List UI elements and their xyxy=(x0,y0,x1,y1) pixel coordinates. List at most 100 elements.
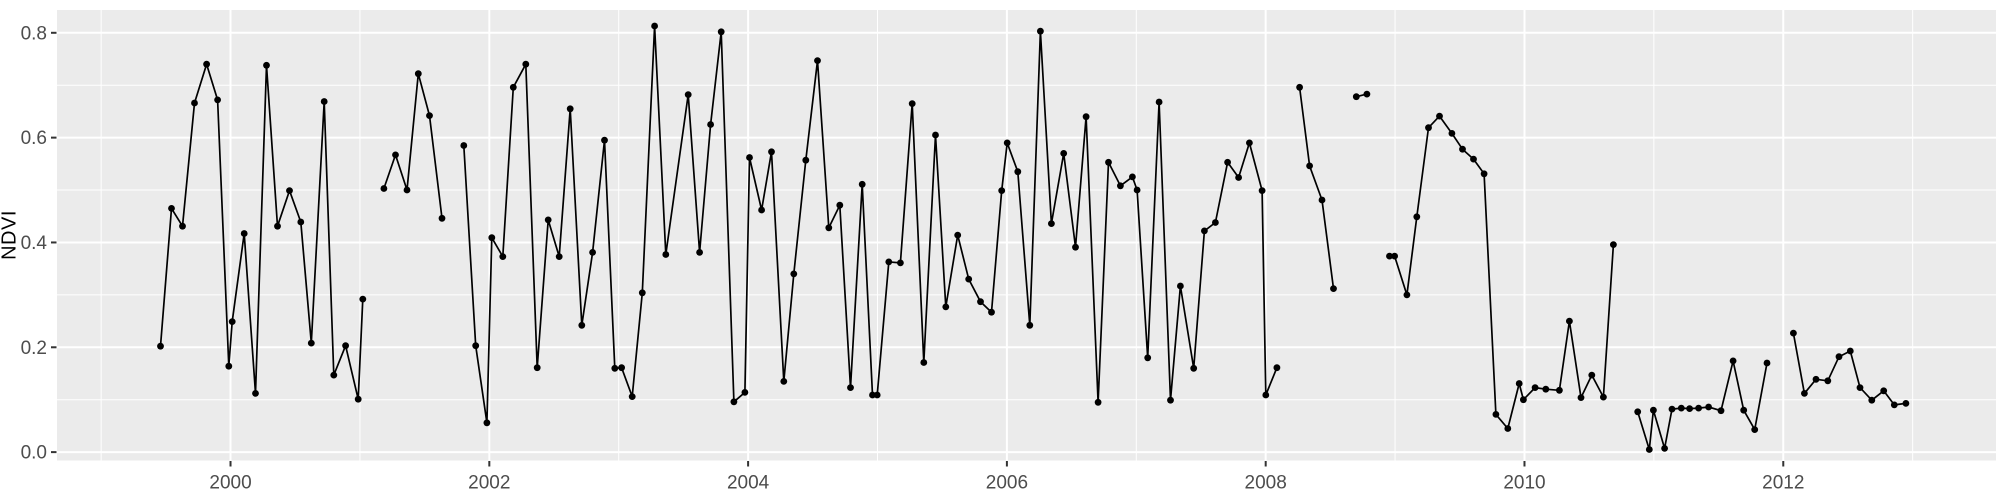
data-point xyxy=(1060,150,1068,157)
data-point xyxy=(1144,354,1152,362)
data-point xyxy=(1577,394,1585,401)
data-point xyxy=(847,384,854,391)
data-point xyxy=(330,371,338,379)
data-point xyxy=(1133,186,1141,194)
data-point xyxy=(1212,219,1219,226)
x-tick-label: 2006 xyxy=(986,473,1028,494)
data-point xyxy=(426,112,433,119)
data-point xyxy=(1246,139,1253,147)
data-point xyxy=(522,60,530,68)
series-line-segment xyxy=(1636,360,1768,451)
data-point xyxy=(1391,252,1398,260)
data-point xyxy=(746,154,753,161)
data-point xyxy=(1542,385,1550,393)
x-tick-label: 2002 xyxy=(468,473,510,494)
series-line-segment xyxy=(1388,115,1615,430)
data-point xyxy=(780,378,788,385)
data-point xyxy=(1082,113,1090,121)
data-point xyxy=(1650,406,1657,414)
data-point xyxy=(1801,390,1808,397)
data-point xyxy=(1695,404,1702,412)
data-point xyxy=(1846,347,1854,355)
data-point xyxy=(488,234,496,242)
plot-panel xyxy=(57,10,1996,461)
data-point xyxy=(274,222,281,230)
data-point xyxy=(1661,445,1668,452)
data-point xyxy=(263,61,270,69)
data-point xyxy=(1868,396,1876,404)
data-point xyxy=(1048,220,1055,228)
data-point xyxy=(1459,145,1466,153)
data-point xyxy=(873,391,881,399)
data-point xyxy=(191,99,198,107)
data-point xyxy=(1014,168,1022,176)
data-point xyxy=(932,131,939,139)
data-point xyxy=(1556,386,1563,394)
data-point xyxy=(1105,158,1112,166)
data-point xyxy=(954,231,962,239)
data-point xyxy=(1155,98,1163,106)
data-point xyxy=(988,308,995,316)
data-point xyxy=(618,364,625,372)
data-point xyxy=(977,298,984,306)
data-point xyxy=(836,201,844,209)
data-point xyxy=(790,270,798,278)
data-point xyxy=(1902,400,1910,407)
data-point xyxy=(1094,398,1102,406)
data-point xyxy=(1668,405,1676,413)
data-point xyxy=(1413,213,1421,221)
data-point xyxy=(1273,364,1281,372)
data-point xyxy=(1386,252,1393,260)
data-point xyxy=(1531,384,1539,391)
data-point xyxy=(483,419,491,427)
data-point xyxy=(1824,377,1832,385)
data-point xyxy=(168,205,175,212)
data-point xyxy=(1504,425,1512,432)
data-point xyxy=(342,342,349,350)
data-point xyxy=(1600,393,1607,401)
data-point xyxy=(1448,130,1456,137)
data-point xyxy=(1856,384,1864,391)
data-point xyxy=(499,253,507,260)
data-point xyxy=(228,318,236,325)
data-point xyxy=(1177,282,1184,290)
data-point xyxy=(1480,170,1488,178)
data-point xyxy=(1262,391,1270,399)
data-point xyxy=(1072,243,1079,251)
data-point xyxy=(601,136,608,144)
data-point xyxy=(157,342,164,350)
data-point xyxy=(662,251,670,258)
data-point xyxy=(297,218,305,226)
data-point xyxy=(1520,396,1527,404)
data-point xyxy=(1763,359,1771,367)
data-point xyxy=(566,105,574,113)
data-point xyxy=(1751,426,1759,433)
data-point xyxy=(1835,353,1843,361)
data-point xyxy=(1235,174,1242,181)
data-point xyxy=(611,364,619,372)
data-point xyxy=(638,289,646,297)
data-point xyxy=(1890,401,1898,409)
data-point xyxy=(858,180,866,188)
data-point xyxy=(684,91,692,98)
data-point xyxy=(1515,380,1523,387)
data-point xyxy=(1330,285,1337,292)
data-point xyxy=(252,390,259,397)
data-point xyxy=(1880,387,1888,395)
data-point xyxy=(1224,158,1231,166)
data-point xyxy=(1363,90,1371,98)
data-point xyxy=(240,230,248,237)
data-point xyxy=(203,60,211,68)
data-point xyxy=(533,364,541,372)
data-point xyxy=(179,222,186,230)
data-point xyxy=(825,224,833,232)
data-point xyxy=(403,186,411,194)
data-point xyxy=(920,359,928,366)
data-point xyxy=(578,321,586,329)
data-point xyxy=(438,214,446,222)
data-point xyxy=(1566,317,1573,325)
x-tick-label: 2004 xyxy=(727,473,770,494)
x-tick-label: 2010 xyxy=(1503,473,1545,494)
data-point xyxy=(1129,173,1136,181)
